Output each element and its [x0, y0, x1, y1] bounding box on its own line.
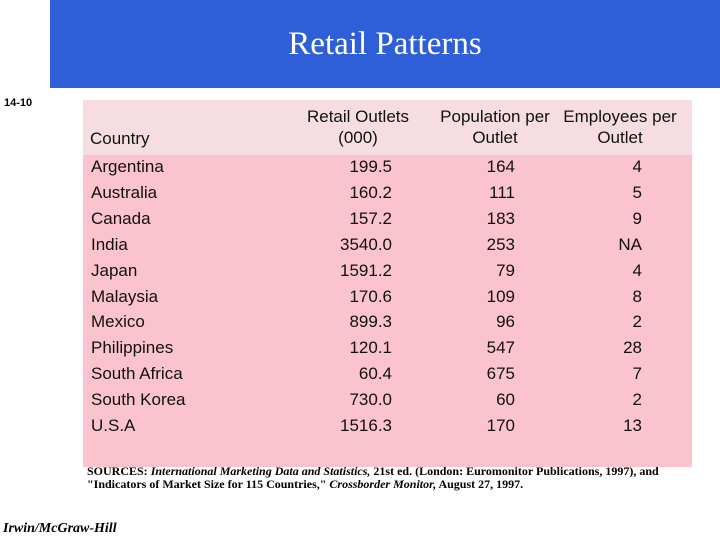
cell: South Africa	[91, 364, 183, 384]
column-header: Population per Outlet	[440, 107, 550, 147]
slide-number: 14-10	[4, 97, 33, 109]
cell: 675	[486, 364, 515, 384]
cell: 899.3	[349, 312, 392, 332]
cell: 199.5	[349, 157, 392, 176]
cell: 547	[486, 338, 515, 358]
cell: 60	[496, 390, 515, 410]
cell: 109	[486, 286, 515, 306]
cell: 1591.2	[340, 260, 392, 280]
cell: 8	[632, 286, 642, 306]
sources: SOURCES: International Marketing Data an…	[87, 465, 667, 491]
table-header	[83, 100, 692, 155]
cell: 183	[486, 208, 515, 228]
cell: Argentina	[91, 157, 164, 176]
cell: 730.0	[349, 390, 392, 410]
source-text: 21st ed. (London: Euromonitor Publicatio…	[87, 464, 659, 491]
cell: Philippines	[91, 338, 174, 358]
cell: South Korea	[91, 390, 186, 410]
cell: Japan	[91, 260, 138, 280]
cell: 120.1	[349, 338, 392, 358]
cell: 4	[632, 157, 642, 176]
cell: 1516.3	[340, 416, 392, 435]
cell: 253	[486, 234, 515, 254]
slide-title: Retail Patterns	[288, 26, 482, 62]
cell: 160.2	[349, 182, 392, 202]
cell: Mexico	[91, 312, 145, 332]
source-text: August 27, 1997.	[436, 477, 524, 491]
column-header: Retail Outlets (000)	[306, 107, 410, 147]
column-header: Country	[90, 129, 150, 148]
cell: 164	[486, 157, 515, 176]
column-header: Employees per Outlet	[563, 107, 677, 147]
cell: 96	[496, 312, 515, 332]
publisher: Irwin/McGraw-Hill	[3, 521, 117, 536]
cell: 170.6	[349, 286, 392, 306]
cell: 157.2	[349, 208, 392, 228]
cell: 2	[632, 312, 642, 332]
header-band	[50, 0, 720, 88]
cell: 5	[632, 182, 642, 202]
cell: 4	[632, 260, 642, 280]
source-text: SOURCES:	[87, 464, 151, 478]
cell: 3540.0	[340, 234, 392, 254]
cell: Canada	[91, 208, 151, 228]
cell: 7	[632, 364, 642, 384]
source-text: Crossborder Monitor,	[329, 477, 437, 491]
cell: Australia	[91, 182, 158, 202]
source-text: International Marketing Data and Statist…	[150, 464, 371, 478]
cell: NA	[618, 234, 642, 254]
table-body	[83, 155, 692, 467]
cell: Malaysia	[91, 286, 159, 306]
cell: U.S.A	[91, 416, 136, 435]
cell: 170	[486, 416, 515, 435]
cell: 2	[632, 390, 642, 410]
cell: India	[91, 234, 128, 254]
cell: 13	[623, 416, 642, 435]
cell: 60.4	[358, 364, 392, 384]
cell: 9	[632, 208, 642, 228]
cell: 79	[496, 260, 515, 280]
cell: 28	[623, 338, 642, 358]
cell: 111	[489, 182, 515, 202]
